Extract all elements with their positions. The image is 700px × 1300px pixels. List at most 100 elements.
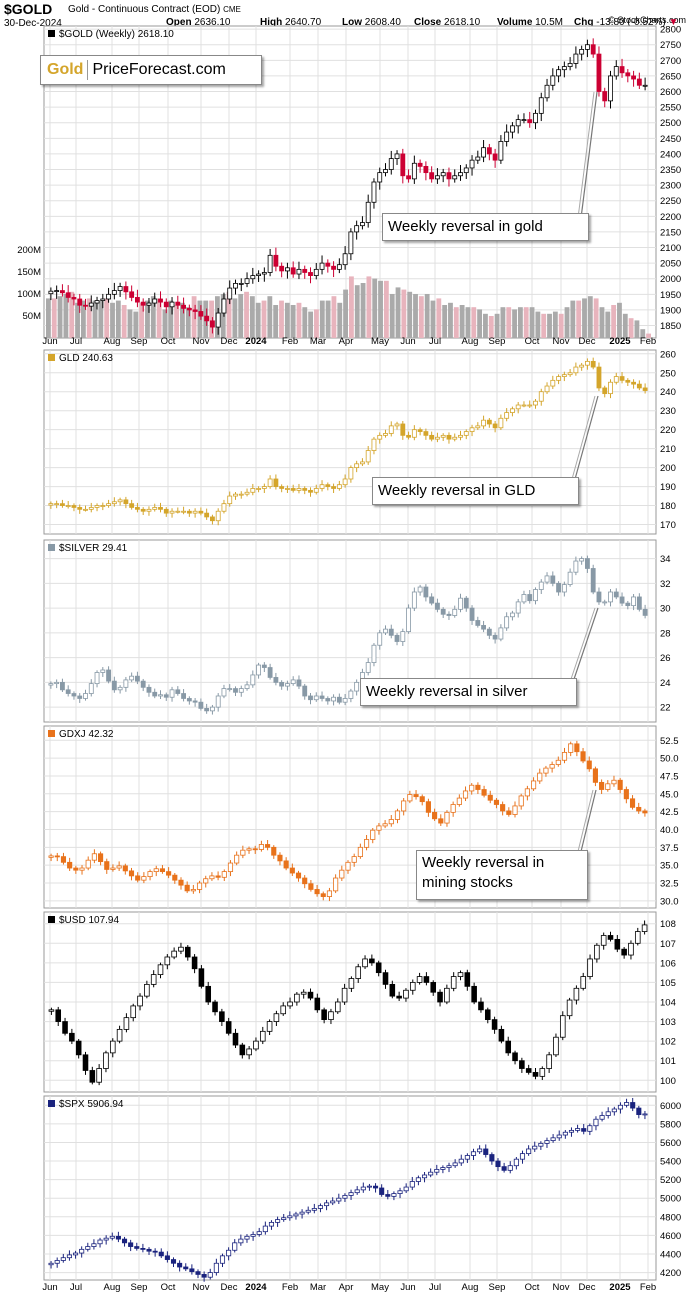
candle <box>518 793 524 810</box>
candle-body <box>116 1028 123 1042</box>
candle-body <box>452 175 458 180</box>
candle-body <box>73 1252 79 1256</box>
candle-body <box>77 298 83 306</box>
candle <box>186 509 192 517</box>
candle <box>302 875 308 889</box>
candle-body <box>492 634 498 640</box>
candle <box>321 1007 327 1024</box>
candle <box>104 858 110 874</box>
candle-body <box>471 985 477 1003</box>
candle <box>487 790 493 804</box>
candle-body <box>210 516 215 522</box>
candle <box>300 989 307 999</box>
open-value: 2636.10 <box>194 17 231 28</box>
candle <box>273 672 279 686</box>
candle <box>88 679 94 697</box>
candle <box>158 502 163 513</box>
y-tick-label: 30.0 <box>660 896 679 907</box>
candle <box>394 421 400 430</box>
candle-body <box>400 631 406 642</box>
candle <box>526 1145 532 1156</box>
candle-body <box>348 690 354 699</box>
y-tick-label: 42.5 <box>660 807 679 818</box>
volume-bar <box>232 298 238 338</box>
candle <box>521 401 527 408</box>
candle <box>602 87 608 108</box>
candle <box>240 845 246 859</box>
candle-body <box>331 486 336 489</box>
x-axis-label: Sep <box>489 336 506 347</box>
candle <box>239 1042 246 1059</box>
candle <box>561 581 567 597</box>
candle <box>307 988 314 1001</box>
candle <box>130 1003 137 1022</box>
candle <box>341 983 348 1005</box>
candle <box>244 681 250 691</box>
candle <box>140 507 146 515</box>
candle <box>110 864 116 872</box>
candle <box>244 488 250 497</box>
candle-body <box>181 304 186 309</box>
candle-body <box>134 1246 140 1249</box>
candle <box>225 1017 232 1036</box>
candle <box>394 150 400 165</box>
candle-body <box>590 568 596 593</box>
candle <box>556 1130 562 1141</box>
candle-body <box>475 425 481 429</box>
candle-body <box>456 797 462 805</box>
candle <box>562 1130 568 1139</box>
candle <box>556 374 561 385</box>
candle <box>452 169 458 183</box>
candle-body <box>48 855 54 858</box>
candle-body <box>285 683 290 687</box>
candle <box>611 775 617 787</box>
candle-body <box>631 75 636 80</box>
candle <box>170 1257 177 1268</box>
candle <box>233 491 238 500</box>
candle-body <box>290 488 296 491</box>
candle-body <box>435 436 440 440</box>
candle-body <box>590 44 596 55</box>
y-tick-label: 100 <box>660 1076 676 1087</box>
volume-bar <box>284 302 290 338</box>
candle-body <box>438 818 444 824</box>
candle-body <box>475 156 481 161</box>
volume-bar <box>395 287 401 338</box>
candle-body <box>369 958 375 964</box>
y-tick-label: 5600 <box>660 1138 681 1149</box>
candle <box>158 1248 164 1259</box>
candle-body <box>203 878 209 884</box>
candle-body <box>365 450 371 463</box>
candle <box>267 663 273 680</box>
y-tick-label: 40.0 <box>660 825 679 836</box>
candle-body <box>525 1068 532 1073</box>
candle <box>183 1263 189 1272</box>
volume-bar <box>424 294 430 338</box>
logo-gold: Gold <box>47 61 84 78</box>
candle <box>607 931 614 942</box>
volume-bar <box>302 307 308 338</box>
candle <box>123 1013 130 1033</box>
candle-body <box>575 1128 581 1131</box>
candle-body <box>481 147 486 158</box>
candle-body <box>371 644 377 663</box>
candle-body <box>210 706 215 712</box>
candle <box>201 1271 207 1282</box>
x-axis-label: Feb <box>282 1282 298 1293</box>
y-tick-label: 220 <box>660 425 676 436</box>
y-tick-label: 180 <box>660 501 676 512</box>
candle-body <box>521 594 527 603</box>
volume-bar <box>389 294 395 338</box>
candle <box>348 465 354 483</box>
panel-legend-gld: GLD 240.63 <box>48 353 113 364</box>
candle-body <box>383 433 388 436</box>
volume-bar <box>220 294 226 338</box>
candle <box>619 592 625 607</box>
candle <box>567 568 573 587</box>
candle-body <box>513 1158 519 1167</box>
candle <box>215 693 221 712</box>
candle <box>532 1141 538 1152</box>
candle-body <box>585 558 590 569</box>
annotation-gold-text: Weekly reversal in gold <box>388 218 543 235</box>
volume-bar <box>319 300 325 338</box>
